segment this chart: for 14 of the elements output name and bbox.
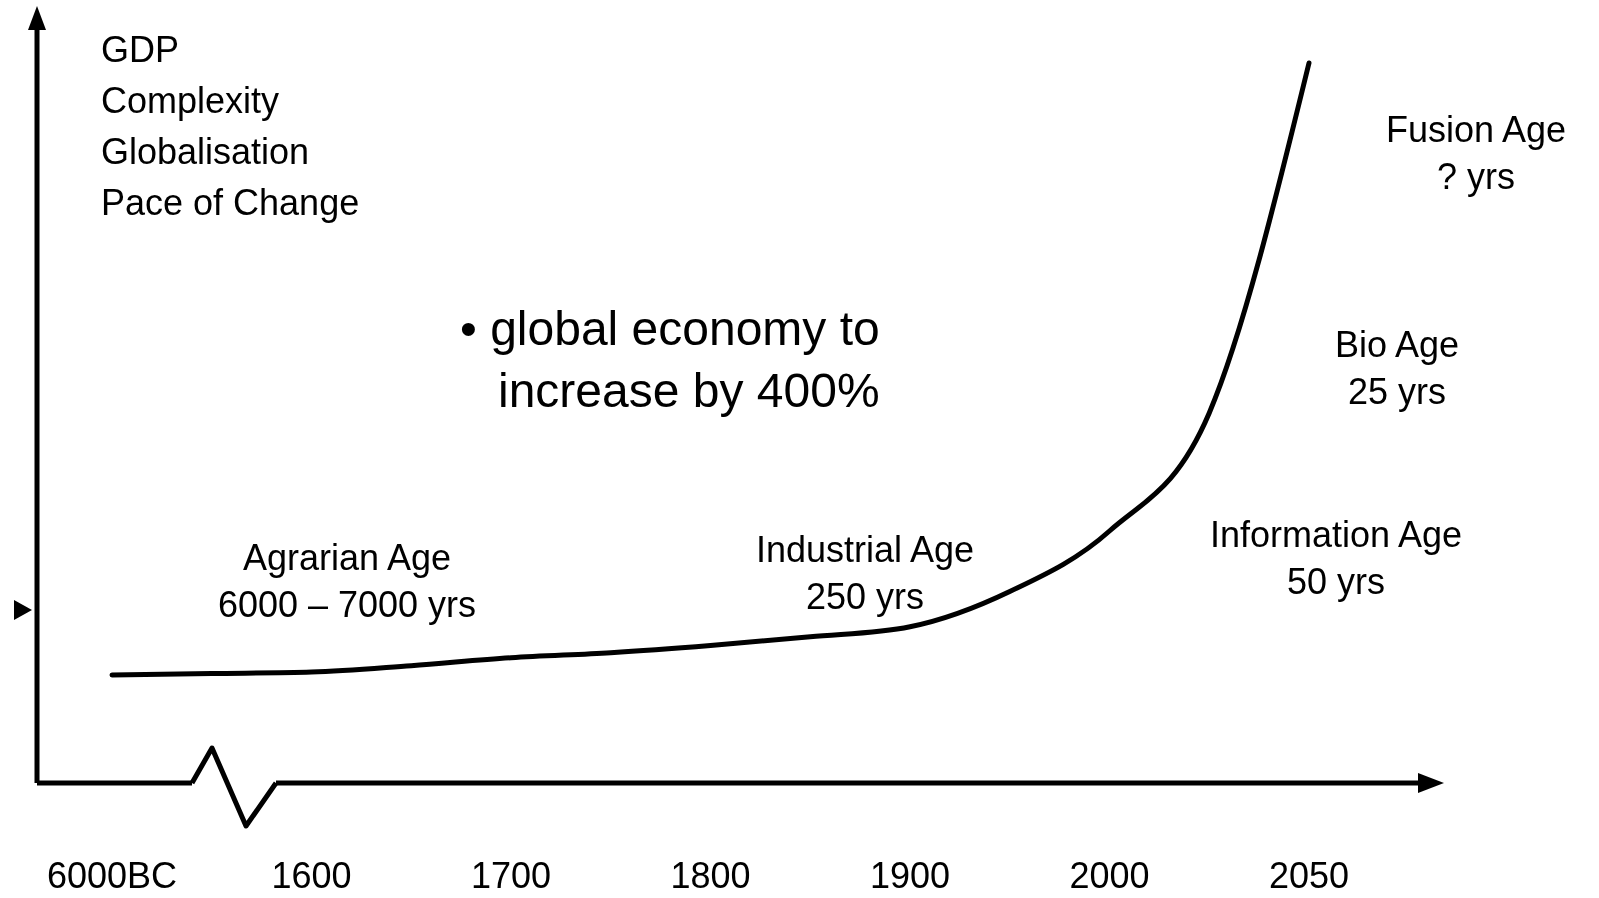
x-tick-label: 2050 <box>1268 854 1350 896</box>
annotation: Information Age 50 yrs <box>1209 513 1463 602</box>
annotation: Bio Age 25 yrs <box>1334 323 1460 412</box>
x-tick-label: 1700 <box>470 854 552 896</box>
x-tick-label: 6000BC <box>46 854 178 896</box>
x-tick-label: 1600 <box>271 854 352 896</box>
x-tick-label: 2000 <box>1069 854 1150 896</box>
text: Fusion Age ? yrs <box>1385 108 1567 197</box>
annotation: Industrial Age 250 yrs <box>755 528 975 617</box>
annotation: Agrarian Age 6000 – 7000 yrs <box>217 536 477 625</box>
annotation: • global economy to increase by 400% <box>460 301 880 418</box>
x-tick-label: 1900 <box>869 854 951 896</box>
x-tick-label: 1800 <box>670 854 751 896</box>
y-axis-title: GDP Complexity Globalisation Pace of Change <box>101 28 360 223</box>
